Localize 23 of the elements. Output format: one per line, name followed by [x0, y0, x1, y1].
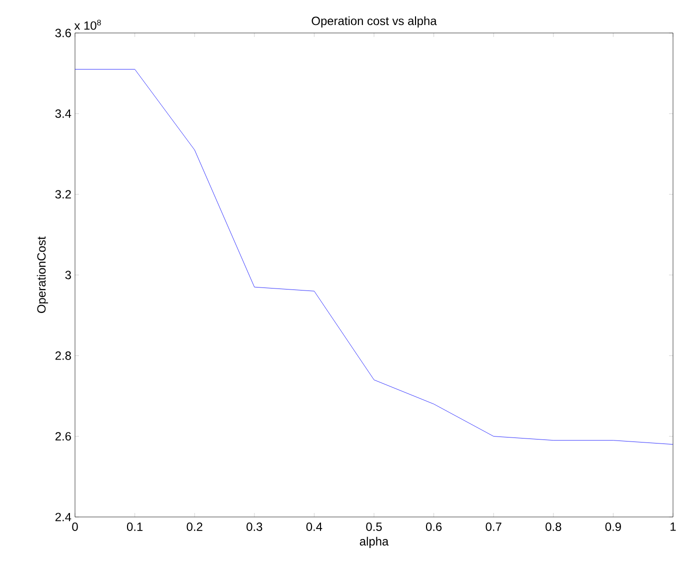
- x-tick-label: 0.8: [546, 522, 562, 531]
- text: x 10$^{8}$: [74, 20, 101, 30]
- chart-title: Operation cost vs alpha: [312, 16, 437, 28]
- x-tick-label: 0.4: [306, 522, 322, 531]
- y-tick-label: 2.8: [55, 351, 71, 360]
- x-tick-label: 0.3: [246, 522, 262, 531]
- x-tick-label: 0: [72, 522, 78, 531]
- y-tick-label: 3: [65, 270, 71, 280]
- x-tick-label: 1: [670, 522, 676, 531]
- x-tick-label: 0.9: [605, 522, 621, 531]
- x-tick-label: 0.6: [426, 522, 442, 531]
- y-axis-title: OperationCost: [36, 236, 48, 313]
- line-series: [75, 69, 674, 445]
- x-tick-label: 0.2: [186, 522, 202, 531]
- y-tick-label: 3.4: [55, 109, 72, 118]
- y-tick-label: 3.2: [55, 190, 71, 199]
- y-tick-label: 3.6: [55, 28, 71, 38]
- y-tick-label: 2.4: [55, 512, 72, 522]
- y-tick-label: 2.6: [55, 432, 71, 441]
- x-axis-title: alpha: [360, 536, 389, 548]
- x-tick-label: 0.5: [366, 522, 382, 531]
- x-tick-label: 0.7: [486, 522, 502, 531]
- x-tick-label: 0.1: [126, 522, 143, 531]
